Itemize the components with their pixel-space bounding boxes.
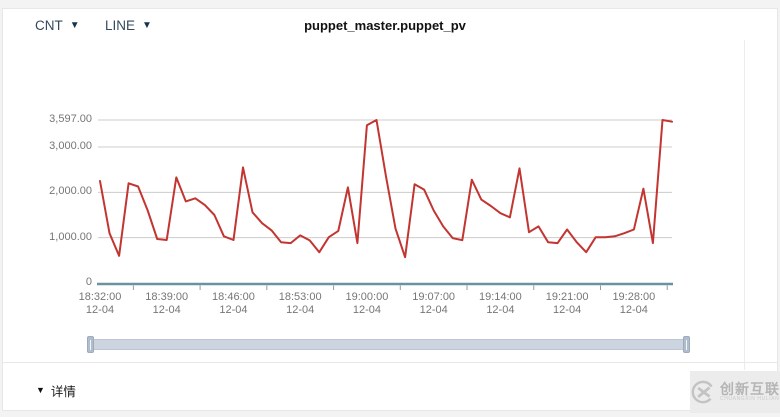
metric-dropdown-label: CNT bbox=[35, 18, 63, 33]
x-axis-label: 18:46:00 12-04 bbox=[212, 291, 255, 316]
chart-title: puppet_master.puppet_pv bbox=[304, 18, 466, 33]
horizontal-divider bbox=[3, 362, 777, 363]
chart-type-dropdown[interactable]: LINE ▼ bbox=[105, 18, 152, 33]
watermark-badge: 创新互联 CHUANGXIN HULIAN bbox=[690, 371, 780, 413]
metric-dropdown[interactable]: CNT ▼ bbox=[35, 18, 80, 33]
x-axis-label: 19:28:00 12-04 bbox=[612, 291, 656, 316]
x-axis-label: 18:53:00 12-04 bbox=[278, 291, 322, 316]
y-axis-label: 0 bbox=[85, 276, 92, 288]
x-axis-label: 19:07:00 12-04 bbox=[412, 291, 456, 316]
y-axis-label: 3,597.00 bbox=[49, 113, 92, 125]
time-range-slider[interactable] bbox=[87, 336, 690, 353]
slider-handle-right[interactable] bbox=[683, 336, 690, 353]
x-axis-label: 18:39:00 12-04 bbox=[145, 291, 189, 316]
y-axis-label: 3,000.00 bbox=[49, 140, 92, 153]
x-axis-label: 19:14:00 12-04 bbox=[478, 291, 522, 316]
x-axis-label: 19:00:00 12-04 bbox=[345, 291, 389, 316]
slider-handle-left[interactable] bbox=[87, 336, 94, 353]
chart-type-dropdown-label: LINE bbox=[105, 18, 136, 33]
watermark-name: 创新互联 bbox=[720, 381, 780, 398]
chevron-down-icon: ▼ bbox=[69, 20, 80, 31]
chart-panel bbox=[2, 8, 778, 411]
x-axis-label: 18:32:00 12-04 bbox=[78, 291, 122, 316]
vertical-divider bbox=[744, 40, 745, 370]
y-axis-label: 1,000.00 bbox=[49, 230, 92, 243]
details-label: 详情 bbox=[50, 385, 76, 399]
watermark-logo-icon bbox=[691, 380, 715, 404]
y-axis-label: 2,000.00 bbox=[49, 185, 92, 198]
x-axis-label: 19:21:00 12-04 bbox=[545, 291, 589, 316]
collapse-triangle-icon: ▼ bbox=[36, 385, 45, 395]
watermark-tagline: CHUANGXIN HULIAN bbox=[720, 395, 780, 402]
details-toggle[interactable]: ▼ 详情 bbox=[36, 381, 76, 400]
chevron-down-icon: ▼ bbox=[142, 20, 152, 31]
